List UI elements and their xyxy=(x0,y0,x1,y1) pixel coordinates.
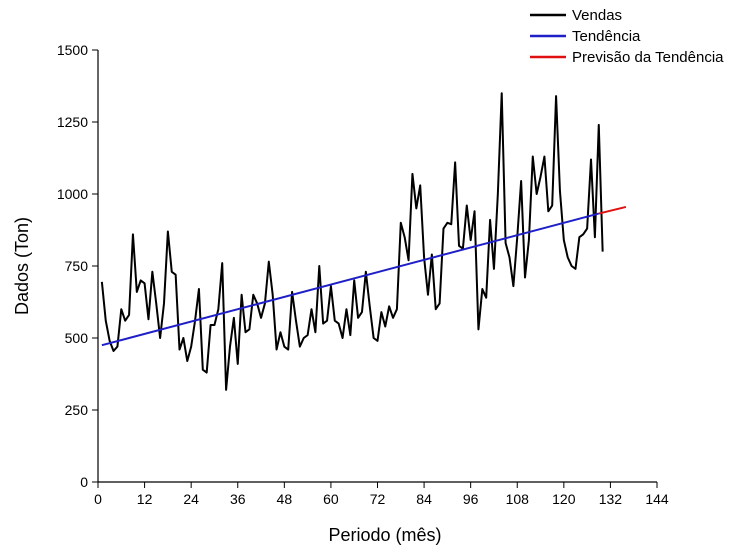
legend-label: Vendas xyxy=(572,7,622,24)
x-tick-label: 144 xyxy=(645,491,669,507)
x-tick-label: 36 xyxy=(230,491,246,507)
y-tick-label: 250 xyxy=(65,402,89,418)
x-tick-label: 24 xyxy=(183,491,199,507)
x-tick-label: 108 xyxy=(506,491,530,507)
x-tick-label: 48 xyxy=(277,491,293,507)
y-tick-label: 0 xyxy=(80,474,88,490)
series-line xyxy=(598,205,627,215)
legend-label: Previsão da Tendência xyxy=(572,49,724,66)
x-tick-label: 84 xyxy=(416,491,432,507)
x-tick-label: 12 xyxy=(137,491,153,507)
x-tick-label: 0 xyxy=(94,491,102,507)
x-tick-label: 120 xyxy=(552,491,576,507)
y-tick-label: 750 xyxy=(65,258,89,274)
y-axis-title: Dados (Ton) xyxy=(12,217,32,315)
y-tick-label: 1000 xyxy=(57,186,88,202)
series-line xyxy=(100,92,604,391)
y-tick-label: 1500 xyxy=(57,42,88,58)
x-tick-label: 72 xyxy=(370,491,386,507)
x-tick-label: 60 xyxy=(323,491,339,507)
y-tick-label: 1250 xyxy=(57,114,88,130)
x-tick-label: 96 xyxy=(463,491,479,507)
y-tick-label: 500 xyxy=(65,330,89,346)
legend-label: Tendência xyxy=(572,28,641,45)
x-axis-title: Periodo (mês) xyxy=(328,525,441,545)
series-line xyxy=(101,212,600,347)
x-tick-label: 132 xyxy=(599,491,623,507)
